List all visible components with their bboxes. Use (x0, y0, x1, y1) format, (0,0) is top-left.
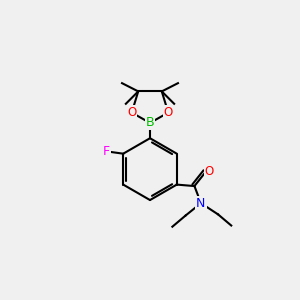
Text: N: N (196, 196, 206, 210)
Text: O: O (205, 165, 214, 178)
Text: B: B (146, 116, 154, 129)
Text: F: F (103, 145, 110, 158)
Text: O: O (127, 106, 136, 119)
Text: O: O (164, 106, 173, 119)
